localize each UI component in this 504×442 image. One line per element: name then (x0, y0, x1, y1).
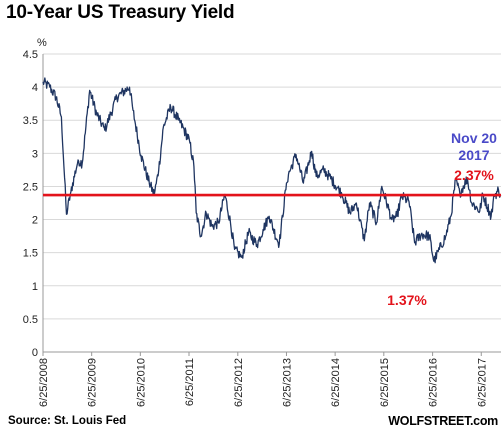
annotation-label: Nov 20 (451, 130, 497, 146)
annotation-label: 2.37% (454, 167, 494, 183)
y-tick-label: 0.5 (23, 314, 38, 326)
annotation-label: 2017 (458, 147, 489, 163)
x-tick-label: 6/25/2014 (330, 358, 342, 407)
x-tick-label: 6/25/2008 (38, 358, 50, 407)
brand-watermark: WOLFSTREET.com (388, 414, 498, 428)
x-tick-label: 6/25/2010 (135, 358, 147, 407)
y-tick-label: 3.5 (23, 115, 38, 127)
y-tick-label: 4 (32, 82, 38, 94)
axes (42, 54, 501, 353)
x-tick-label: 6/25/2017 (476, 358, 488, 407)
y-axis-ticks: 0 0.5 1 1.5 2 2.5 3 3.5 4 4.5 (23, 49, 38, 359)
y-tick-label: 2 (32, 215, 38, 227)
annotation-label: 1.37% (387, 292, 427, 308)
x-tick-label: 6/25/2009 (87, 358, 99, 407)
x-tick-label: 6/25/2015 (379, 358, 391, 407)
y-tick-label: 4.5 (23, 49, 38, 61)
series-line-yield (42, 77, 502, 264)
y-tick-label: 1 (32, 281, 38, 293)
series-group (42, 77, 502, 264)
y-axis-unit-label: % (37, 37, 47, 49)
source-note: Source: St. Louis Fed (8, 415, 127, 427)
gridlines (43, 53, 501, 353)
x-tick-label: 6/25/2013 (281, 358, 293, 407)
y-tick-label: 0 (32, 347, 38, 359)
chart-title: 10-Year US Treasury Yield (6, 2, 235, 23)
x-axis-ticks: 6/25/2008 6/25/2009 6/25/2010 6/25/2011 6/25… (38, 352, 488, 407)
x-tick-label: 6/25/2012 (233, 358, 245, 407)
x-tick-label: 6/25/2016 (428, 358, 440, 407)
y-tick-label: 2.5 (23, 181, 38, 193)
y-tick-label: 3 (32, 148, 38, 160)
y-tick-label: 1.5 (23, 248, 38, 260)
x-tick-label: 6/25/2011 (184, 358, 196, 406)
